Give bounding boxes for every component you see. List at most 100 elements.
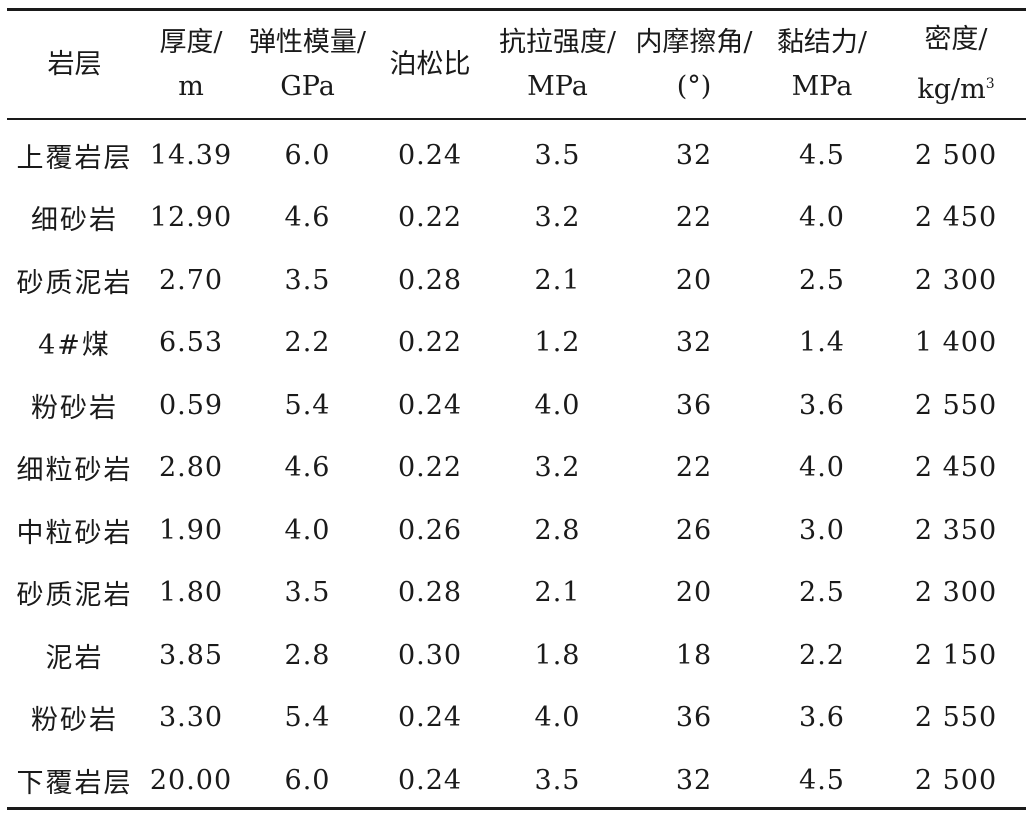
cell-tensile-strength: 4.0	[534, 702, 581, 734]
cell-friction-angle: 18	[675, 639, 713, 671]
cell-density: 2 300	[914, 264, 998, 296]
cell-density: 2 550	[914, 389, 998, 421]
cell-elastic-modulus: 6.0	[284, 764, 331, 796]
cell-elastic-modulus: 2.8	[284, 639, 331, 671]
cell-friction-angle: 22	[675, 452, 713, 484]
density-unit-exponent: 3	[985, 75, 995, 92]
cell-friction-angle: 20	[675, 577, 713, 609]
cell-thickness: 20.00	[149, 764, 233, 796]
table-row: 上覆岩层 14.39 6.0 0.24 3.5 32 4.5 2 500	[7, 119, 1026, 187]
header-poisson-ratio: 泊松比	[389, 48, 471, 80]
cell-tensile-strength: 3.5	[534, 764, 581, 796]
cell-friction-angle: 22	[675, 202, 713, 234]
density-unit: kg/m	[917, 73, 986, 105]
table-row: 粉砂岩 3.30 5.4 0.24 4.0 36 3.6 2 550	[7, 687, 1026, 750]
cell-thickness: 14.39	[149, 139, 233, 171]
cell-poisson-ratio: 0.24	[397, 139, 463, 171]
cell-tensile-strength: 1.2	[534, 327, 581, 359]
cell-tensile-strength: 2.1	[534, 577, 581, 609]
header-thickness: 厚度/ m	[159, 26, 223, 102]
cell-rock-layer: 中粒砂岩	[16, 517, 133, 549]
cell-elastic-modulus: 6.0	[284, 139, 331, 171]
header-tensile-strength: 抗拉强度/ MPa	[498, 26, 617, 102]
cell-elastic-modulus: 3.5	[284, 264, 331, 296]
cell-rock-layer: 砂质泥岩	[16, 267, 133, 299]
cell-density: 2 500	[914, 764, 998, 796]
header-density: 密度/ kg/m3	[917, 23, 995, 105]
cell-elastic-modulus: 3.5	[284, 577, 331, 609]
cell-elastic-modulus: 4.6	[284, 202, 331, 234]
cell-friction-angle: 26	[675, 514, 713, 546]
cell-tensile-strength: 2.8	[534, 514, 581, 546]
table-row: 泥岩 3.85 2.8 0.30 1.8 18 2.2 2 150	[7, 624, 1026, 687]
cell-rock-layer: 4#煤	[38, 330, 111, 362]
cell-density: 2 450	[914, 202, 998, 234]
cell-tensile-strength: 2.1	[534, 264, 581, 296]
cell-poisson-ratio: 0.30	[397, 639, 463, 671]
cell-rock-layer: 粉砂岩	[31, 392, 118, 424]
table-header-rule	[7, 118, 1026, 120]
cell-cohesion: 4.0	[799, 452, 845, 484]
cell-thickness: 12.90	[149, 202, 233, 234]
table-row: 砂质泥岩 1.80 3.5 0.28 2.1 20 2.5 2 300	[7, 562, 1026, 625]
cell-friction-angle: 32	[675, 327, 713, 359]
header-elastic-modulus: 弹性模量/ GPa	[248, 26, 367, 102]
header-row: 岩层 厚度/ m 弹性模量/ GPa 泊松比 抗拉强度/ MPa 内摩擦角/ (…	[7, 11, 1026, 119]
rock-parameters-table: 岩层 厚度/ m 弹性模量/ GPa 泊松比 抗拉强度/ MPa 内摩擦角/ (…	[7, 11, 1026, 812]
cell-poisson-ratio: 0.22	[397, 202, 463, 234]
cell-thickness: 2.80	[158, 452, 224, 484]
table-top-rule	[7, 8, 1026, 11]
cell-rock-layer: 泥岩	[45, 642, 104, 674]
table-row: 细粒砂岩 2.80 4.6 0.22 3.2 22 4.0 2 450	[7, 437, 1026, 500]
cell-density: 2 150	[914, 639, 998, 671]
cell-thickness: 3.85	[158, 639, 224, 671]
header-rock-layer: 岩层	[47, 48, 102, 80]
cell-cohesion: 1.4	[799, 327, 845, 359]
table-bottom-rule	[7, 807, 1026, 810]
table-header: 岩层 厚度/ m 弹性模量/ GPa 泊松比 抗拉强度/ MPa 内摩擦角/ (…	[7, 11, 1026, 119]
cell-elastic-modulus: 2.2	[284, 327, 331, 359]
cell-cohesion: 3.0	[799, 514, 845, 546]
table-row: 细砂岩 12.90 4.6 0.22 3.2 22 4.0 2 450	[7, 187, 1026, 250]
cell-elastic-modulus: 4.0	[284, 514, 331, 546]
cell-poisson-ratio: 0.24	[397, 702, 463, 734]
cell-tensile-strength: 1.8	[534, 639, 581, 671]
cell-poisson-ratio: 0.22	[397, 327, 463, 359]
cell-friction-angle: 36	[675, 702, 713, 734]
table-row: 粉砂岩 0.59 5.4 0.24 4.0 36 3.6 2 550	[7, 374, 1026, 437]
cell-tensile-strength: 3.2	[534, 202, 581, 234]
cell-density: 1 400	[914, 327, 998, 359]
table-row: 4#煤 6.53 2.2 0.22 1.2 32 1.4 1 400	[7, 312, 1026, 375]
table-row: 下覆岩层 20.00 6.0 0.24 3.5 32 4.5 2 500	[7, 749, 1026, 812]
cell-cohesion: 3.6	[799, 702, 845, 734]
cell-thickness: 0.59	[158, 389, 224, 421]
cell-thickness: 6.53	[158, 327, 224, 359]
cell-poisson-ratio: 0.22	[397, 452, 463, 484]
cell-thickness: 1.80	[158, 577, 224, 609]
cell-cohesion: 4.0	[799, 202, 845, 234]
cell-thickness: 1.90	[158, 514, 224, 546]
cell-density: 2 300	[914, 577, 998, 609]
cell-elastic-modulus: 4.6	[284, 452, 331, 484]
cell-cohesion: 2.5	[799, 577, 845, 609]
cell-tensile-strength: 4.0	[534, 389, 581, 421]
cell-density: 2 450	[914, 452, 998, 484]
table-body: 上覆岩层 14.39 6.0 0.24 3.5 32 4.5 2 500 细砂岩 12.90 4.6…	[7, 119, 1026, 812]
cell-friction-angle: 36	[675, 389, 713, 421]
cell-poisson-ratio: 0.28	[397, 264, 463, 296]
cell-rock-layer: 细砂岩	[31, 205, 118, 237]
cell-elastic-modulus: 5.4	[284, 389, 331, 421]
cell-elastic-modulus: 5.4	[284, 702, 331, 734]
cell-tensile-strength: 3.2	[534, 452, 581, 484]
cell-thickness: 3.30	[158, 702, 224, 734]
cell-tensile-strength: 3.5	[534, 139, 581, 171]
cell-friction-angle: 20	[675, 264, 713, 296]
cell-rock-layer: 下覆岩层	[16, 767, 133, 799]
cell-friction-angle: 32	[675, 764, 713, 796]
cell-poisson-ratio: 0.24	[397, 389, 463, 421]
cell-cohesion: 2.5	[799, 264, 845, 296]
cell-rock-layer: 砂质泥岩	[16, 580, 133, 612]
cell-density: 2 500	[914, 139, 998, 171]
cell-poisson-ratio: 0.28	[397, 577, 463, 609]
cell-density: 2 350	[914, 514, 998, 546]
